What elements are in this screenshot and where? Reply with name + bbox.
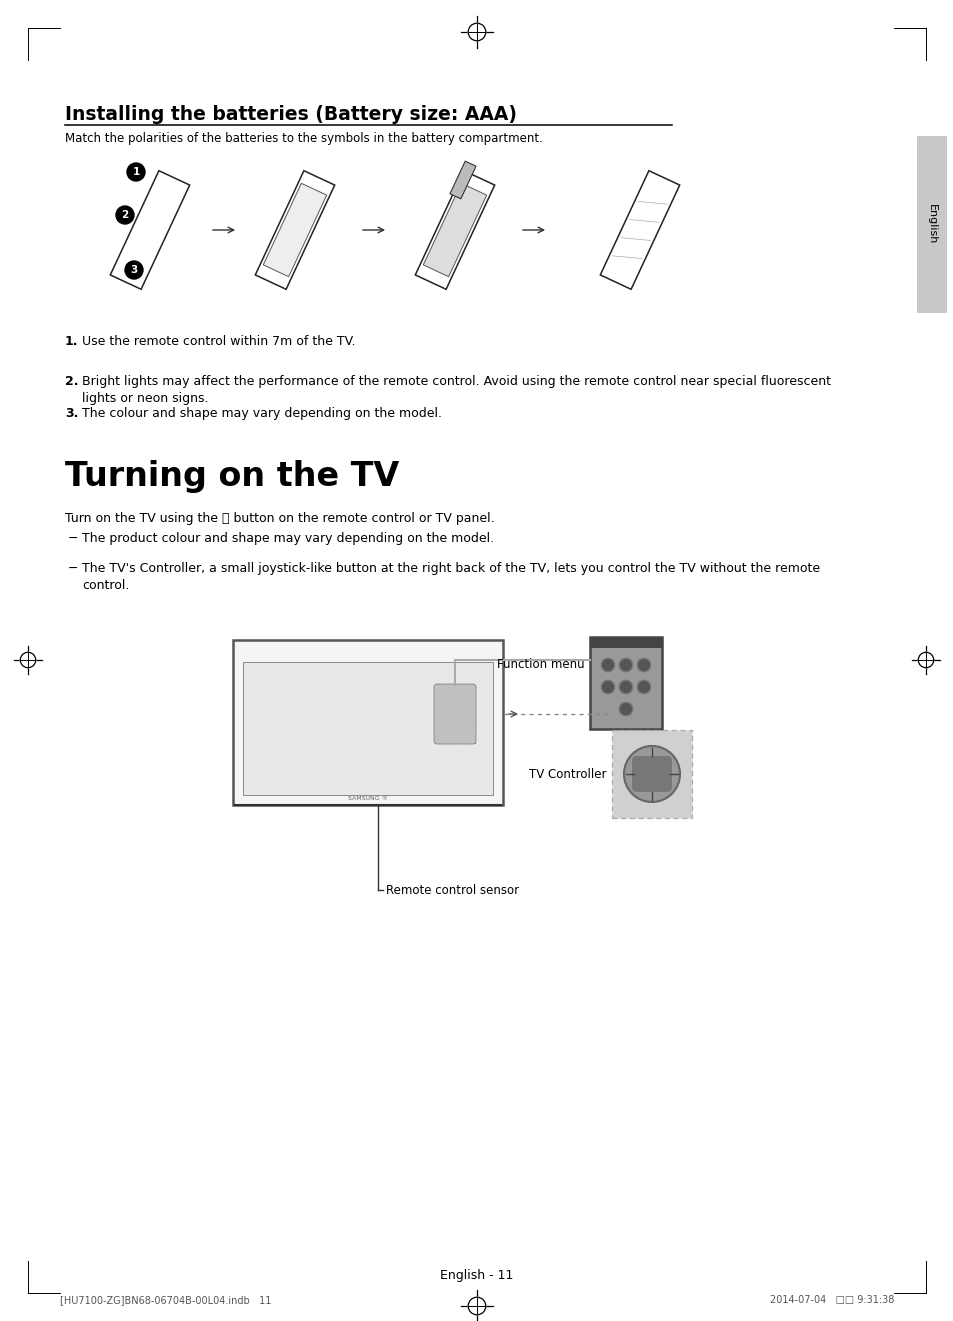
Polygon shape xyxy=(423,184,486,276)
Circle shape xyxy=(20,653,35,667)
Bar xyxy=(435,686,475,742)
Bar xyxy=(612,731,691,818)
Text: 2.: 2. xyxy=(65,375,78,388)
Text: Remote control sensor: Remote control sensor xyxy=(386,884,518,897)
Text: −: − xyxy=(68,561,78,575)
Polygon shape xyxy=(450,161,476,199)
FancyBboxPatch shape xyxy=(916,136,946,313)
Circle shape xyxy=(125,262,143,279)
Polygon shape xyxy=(263,184,326,276)
Text: 1.: 1. xyxy=(65,336,78,347)
Text: Installing the batteries (Battery size: AAA): Installing the batteries (Battery size: … xyxy=(65,104,517,124)
Text: 3: 3 xyxy=(131,266,137,275)
Circle shape xyxy=(618,658,632,671)
Text: 2: 2 xyxy=(121,210,129,221)
Text: SAMSUNG ®: SAMSUNG ® xyxy=(348,797,388,802)
Text: 1: 1 xyxy=(132,166,139,177)
Text: Turn on the TV using the ⏽ button on the remote control or TV panel.: Turn on the TV using the ⏽ button on the… xyxy=(65,513,494,524)
Bar xyxy=(589,637,661,649)
FancyBboxPatch shape xyxy=(434,684,476,744)
Text: 2014-07-04   □□ 9:31:38: 2014-07-04 □□ 9:31:38 xyxy=(769,1295,893,1305)
Text: −: − xyxy=(68,532,78,546)
Circle shape xyxy=(601,658,614,671)
Circle shape xyxy=(618,703,632,716)
Circle shape xyxy=(127,162,145,181)
Text: English - 11: English - 11 xyxy=(440,1268,513,1281)
Circle shape xyxy=(116,206,133,225)
Circle shape xyxy=(637,680,650,694)
Bar xyxy=(233,639,502,804)
Circle shape xyxy=(468,1297,485,1314)
FancyBboxPatch shape xyxy=(631,756,671,793)
Circle shape xyxy=(918,653,933,667)
Circle shape xyxy=(618,680,632,694)
Text: The colour and shape may vary depending on the model.: The colour and shape may vary depending … xyxy=(82,407,441,420)
Text: Match the polarities of the batteries to the symbols in the battery compartment.: Match the polarities of the batteries to… xyxy=(65,132,542,145)
Text: [HU7100-ZG]BN68-06704B-00L04.indb   11: [HU7100-ZG]BN68-06704B-00L04.indb 11 xyxy=(60,1295,271,1305)
Bar xyxy=(589,637,661,729)
Circle shape xyxy=(637,658,650,671)
Text: The TV's Controller, a small joystick-like button at the right back of the TV, l: The TV's Controller, a small joystick-li… xyxy=(82,561,820,592)
Circle shape xyxy=(601,680,614,694)
Text: English: English xyxy=(926,205,936,244)
Circle shape xyxy=(623,746,679,802)
Text: TV Controller: TV Controller xyxy=(529,768,606,781)
Text: Bright lights may affect the performance of the remote control. Avoid using the : Bright lights may affect the performance… xyxy=(82,375,830,406)
Text: 3.: 3. xyxy=(65,407,78,420)
Text: Use the remote control within 7m of the TV.: Use the remote control within 7m of the … xyxy=(82,336,355,347)
Bar xyxy=(243,662,493,795)
Text: The product colour and shape may vary depending on the model.: The product colour and shape may vary de… xyxy=(82,532,494,546)
Text: Function menu: Function menu xyxy=(497,658,584,671)
Circle shape xyxy=(468,24,485,41)
Text: Turning on the TV: Turning on the TV xyxy=(65,460,399,493)
